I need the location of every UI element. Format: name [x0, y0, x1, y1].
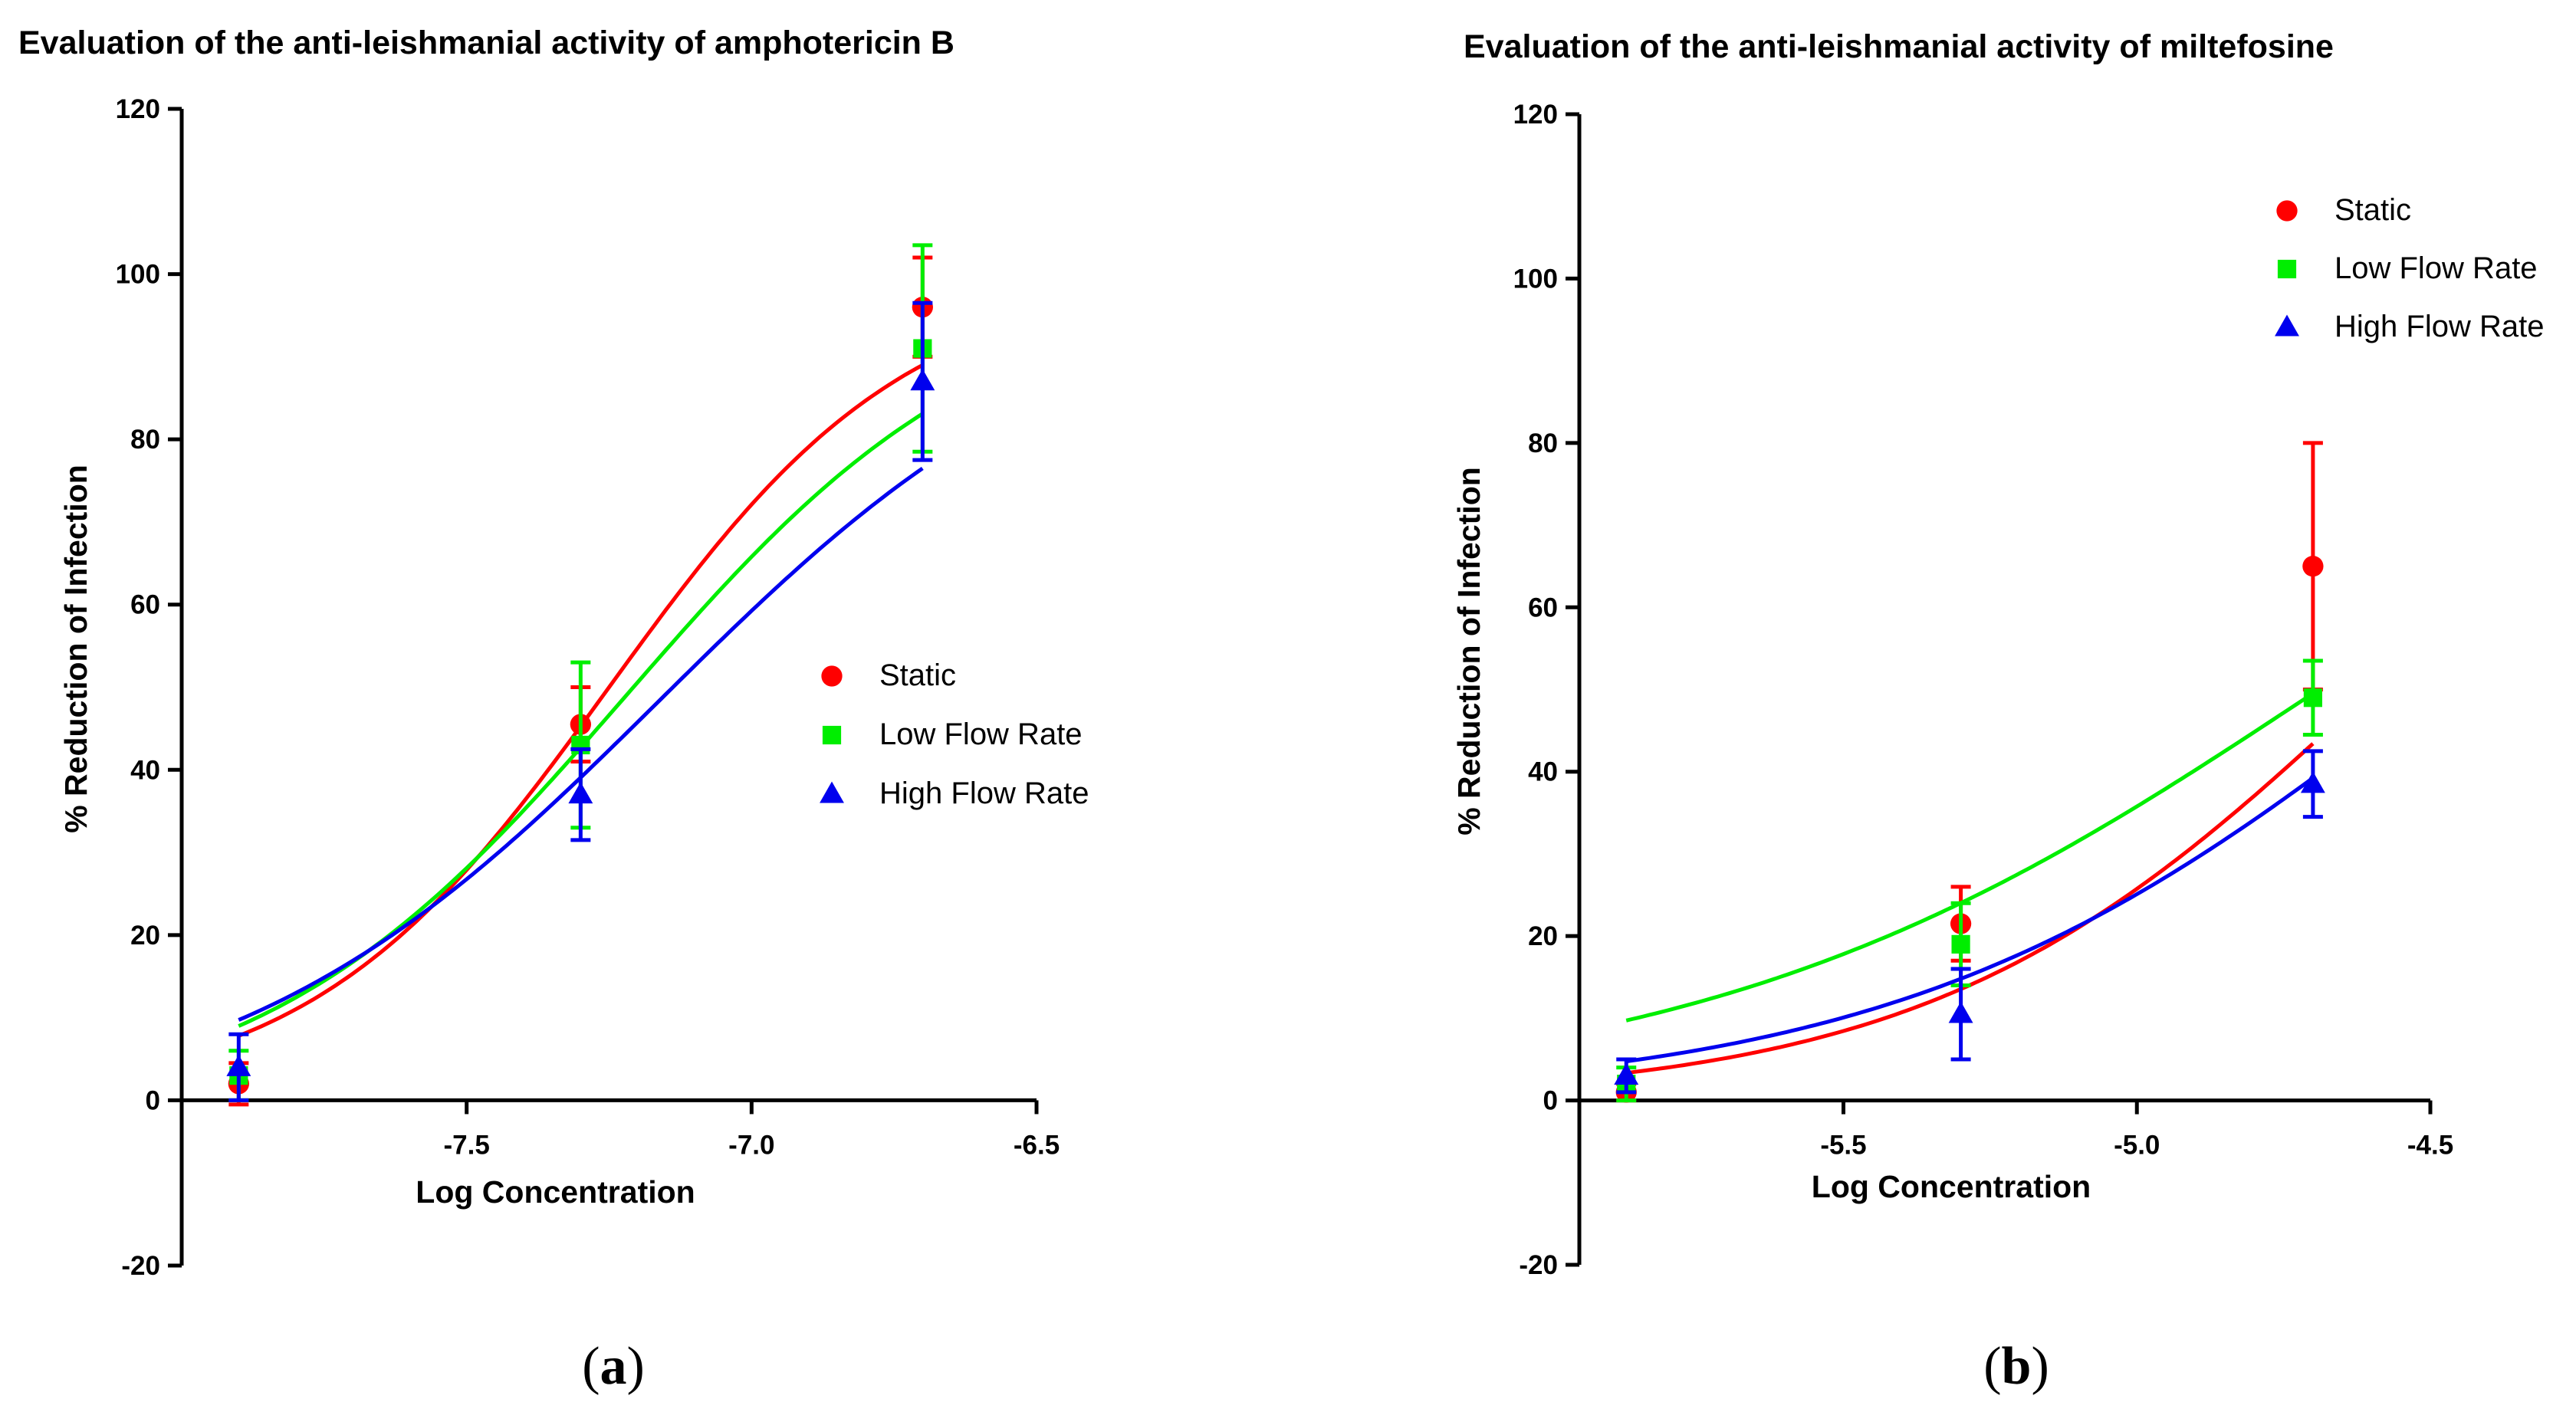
y-tick-label: 80	[130, 425, 160, 455]
y-tick-label: 0	[146, 1085, 160, 1115]
panel-label: (a)	[582, 1337, 645, 1396]
x-tick-label: -7.0	[728, 1130, 774, 1160]
y-tick-label: 0	[1543, 1086, 1558, 1116]
legend-marker	[2277, 259, 2297, 279]
series-high-flow-rate	[226, 300, 935, 1102]
legend-label: High Flow Rate	[879, 777, 1089, 810]
y-axis-label: % Reduction of Infection	[1451, 467, 1487, 836]
data-point	[1614, 1062, 1639, 1085]
chart-panel-a: Evaluation of the anti-leishmanial activ…	[18, 25, 1089, 1396]
y-tick-label: 80	[1528, 428, 1558, 458]
data-point	[2300, 771, 2325, 793]
y-tick-label: 60	[130, 590, 160, 620]
panel-label-open: (	[1983, 1337, 2001, 1396]
legend-label: High Flow Rate	[2334, 310, 2544, 343]
legend-label: Static	[2334, 193, 2411, 227]
chart-title: Evaluation of the anti-leishmanial activ…	[18, 25, 955, 61]
y-tick-label: -20	[1519, 1250, 1558, 1280]
y-tick-label: 120	[1513, 100, 1558, 130]
y-tick-label: 120	[116, 94, 160, 124]
legend-label: Static	[879, 658, 956, 692]
chart-title: Evaluation of the anti-leishmanial activ…	[1464, 28, 2334, 65]
data-point	[2303, 688, 2322, 708]
x-axis-label: Log Concentration	[1812, 1169, 2091, 1204]
data-point	[1951, 934, 1970, 954]
panel-label: (b)	[1983, 1337, 2049, 1396]
y-tick-label: 20	[1528, 921, 1558, 951]
y-tick-label: 20	[130, 921, 160, 951]
x-tick-label: -5.5	[1820, 1131, 1866, 1161]
series-low-flow-rate	[1616, 658, 2323, 1103]
x-tick-label: -7.5	[444, 1130, 490, 1160]
data-point	[910, 369, 935, 391]
data-point	[1948, 1001, 1973, 1023]
legend-marker	[822, 725, 842, 745]
series-static	[1615, 441, 2324, 1103]
panel-label-letter: b	[2002, 1337, 2032, 1396]
legend-marker	[2276, 200, 2298, 222]
y-tick-label: 100	[116, 260, 160, 290]
legend-label: Low Flow Rate	[2334, 251, 2538, 285]
fit-curve	[1625, 776, 2315, 1064]
panel-label-open: (	[582, 1337, 600, 1396]
y-tick-label: 100	[1513, 264, 1558, 294]
x-axis-label: Log Concentration	[416, 1174, 695, 1210]
fit-curve	[1625, 742, 2315, 1075]
legend-label: Low Flow Rate	[879, 717, 1083, 751]
legend-marker	[821, 665, 843, 687]
y-tick-label: 40	[130, 755, 160, 785]
y-tick-label: 60	[1528, 593, 1558, 622]
chart-panel-b: Evaluation of the anti-leishmanial activ…	[1451, 28, 2544, 1396]
x-tick-label: -4.5	[2407, 1131, 2453, 1161]
legend-marker	[820, 781, 844, 803]
fit-curve	[1625, 691, 2315, 1023]
x-tick-label: -6.5	[1014, 1130, 1060, 1160]
y-axis-label: % Reduction of Infection	[58, 465, 94, 833]
y-tick-label: -20	[121, 1251, 160, 1281]
data-point	[2302, 556, 2324, 577]
data-point	[568, 782, 593, 804]
data-point	[226, 1054, 251, 1076]
panel-label-close: )	[2031, 1337, 2049, 1396]
panel-label-close: )	[627, 1337, 645, 1396]
legend-marker	[2275, 314, 2299, 337]
y-tick-label: 40	[1528, 757, 1558, 787]
panel-label-letter: a	[600, 1337, 627, 1396]
series-high-flow-rate	[1614, 749, 2325, 1095]
x-tick-label: -5.0	[2114, 1131, 2160, 1161]
